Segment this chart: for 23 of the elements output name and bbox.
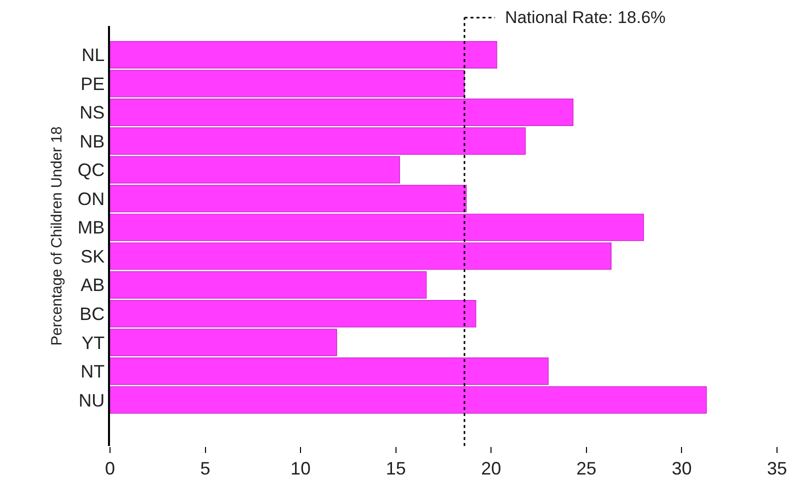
y-axis-title: Percentage of Children Under 18 [48,126,66,346]
y-tick-label: ON [78,188,105,209]
y-tick-label: NT [80,362,105,382]
x-tick-label: 25 [576,458,596,479]
y-tick-label: NU [78,390,105,410]
x-tick-label: 15 [386,458,406,479]
x-tick-label: 35 [766,458,788,479]
ref-line-label: National Rate: 18.6% [505,8,666,27]
y-tick-label: PE [80,74,105,94]
y-tick-label: QC [78,160,105,180]
y-tick-label: NL [82,45,105,66]
x-tick-label: 10 [290,458,311,479]
y-tick-label: YT [82,332,105,353]
x-tick-label: 20 [481,458,502,479]
y-tick-label: MB [78,218,105,238]
y-tick-label: AB [80,275,105,296]
y-tick-label: BC [80,304,105,324]
y-tick-label: NS [80,102,105,123]
y-tick-label: NB [80,131,105,152]
x-tick-label: 5 [200,458,210,479]
x-tick-label: 0 [104,458,116,479]
y-tick-label: SK [80,246,105,266]
x-tick-label: 30 [672,458,692,479]
